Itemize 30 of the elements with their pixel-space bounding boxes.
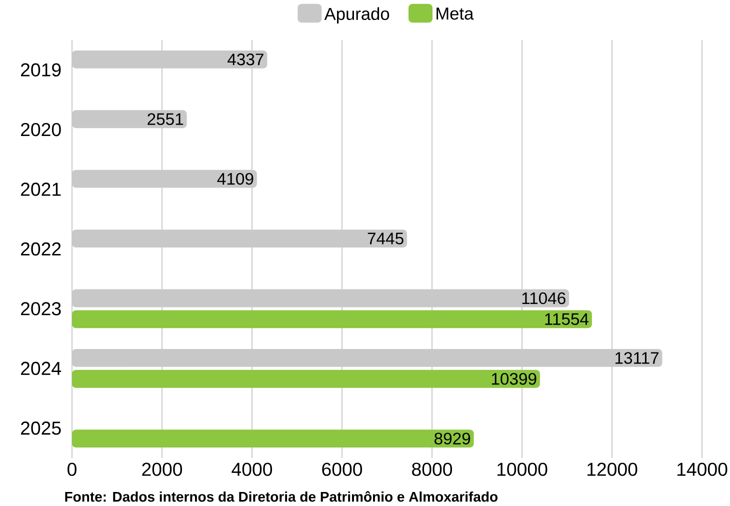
data-label: 11046	[522, 292, 566, 304]
data-label: 7445	[368, 232, 404, 244]
x-tick-label: 4000	[232, 462, 272, 476]
bar	[72, 370, 540, 388]
data-label: 13117	[616, 352, 658, 364]
legend-label: Meta	[436, 8, 474, 20]
bar	[72, 310, 592, 328]
legend-label: Apurado	[324, 7, 390, 24]
data-label: 4337	[228, 54, 264, 66]
y-tick-label: 2025	[21, 422, 61, 435]
data-label: 10399	[492, 372, 536, 385]
bar	[72, 430, 474, 448]
y-tick-label: 2024	[21, 362, 62, 376]
x-tick-label: 14000	[677, 462, 728, 476]
y-tick-label: 2021	[21, 182, 61, 196]
y-tick-label: 2023	[21, 302, 61, 316]
data-label: 2551	[148, 113, 184, 126]
y-tick-label: 2022	[21, 242, 61, 256]
x-tick-label: 8000	[412, 462, 452, 476]
data-label: 11554	[545, 313, 589, 325]
x-tick-label: 12000	[587, 462, 638, 476]
y-tick-label: 2019	[21, 63, 61, 76]
x-tick-label: 2000	[142, 462, 182, 476]
x-tick-label: 0	[68, 462, 76, 476]
data-label: 8929	[434, 432, 470, 444]
x-tick-label: 6000	[322, 462, 362, 476]
y-tick-label: 2020	[21, 122, 61, 136]
x-tick-label: 10000	[497, 462, 548, 476]
data-label: 4109	[217, 172, 254, 185]
source-note: Fonte: Dados internos da Diretoria de Patrimônio e Almoxarifado	[65, 491, 498, 502]
